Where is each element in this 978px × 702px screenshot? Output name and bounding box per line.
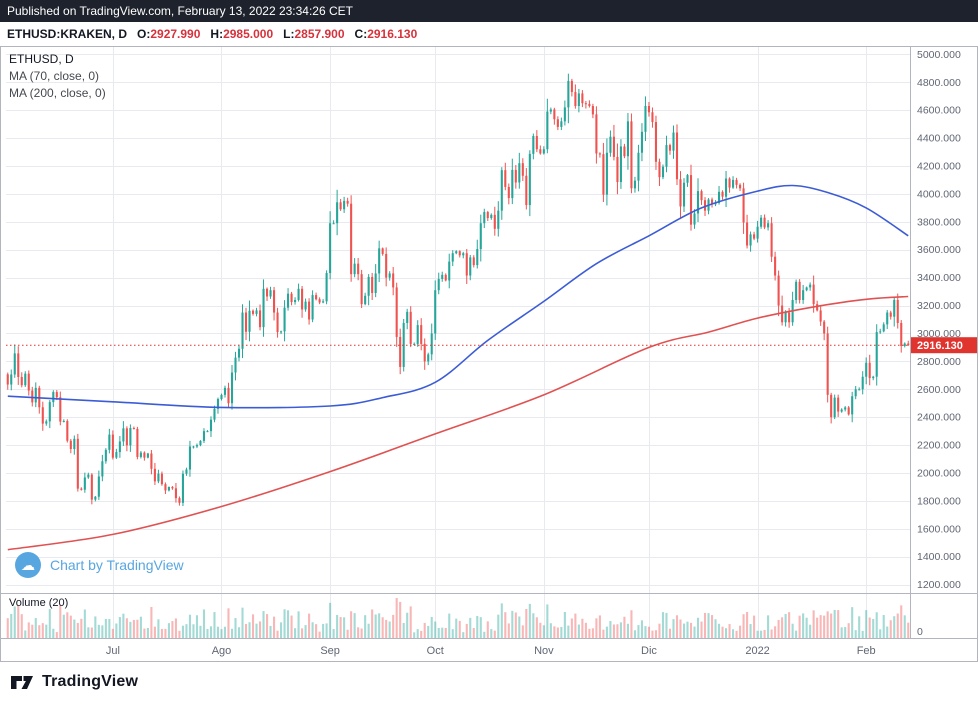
svg-text:1600.000: 1600.000 [917, 523, 961, 535]
svg-text:4800.000: 4800.000 [917, 77, 961, 89]
svg-text:2000.000: 2000.000 [917, 467, 961, 479]
gridlines [6, 46, 910, 638]
svg-text:2916.130: 2916.130 [917, 340, 963, 352]
svg-text:Feb: Feb [857, 645, 876, 657]
svg-text:Nov: Nov [534, 645, 554, 657]
ohlc-close-value: 2916.130 [367, 27, 418, 41]
ohlc-close-label: C: [354, 27, 368, 41]
published-text: Published on TradingView.com, February 1… [7, 4, 353, 18]
ohlc-open: O: 2927.990 [137, 27, 200, 41]
svg-text:3200.000: 3200.000 [917, 300, 961, 312]
tradingview-cloud-icon: ☁ [15, 552, 41, 578]
ohlc-low-label: L: [283, 27, 295, 41]
published-bar: Published on TradingView.com, February 1… [0, 0, 978, 22]
volume-bars [6, 598, 910, 638]
chart-area: 5000.000 4800.000 4600.000 4400.000 4200.000… [0, 46, 978, 662]
svg-text:3000.000: 3000.000 [917, 328, 961, 340]
footer: TradingView [0, 662, 978, 702]
ohlc-high: H: 2985.000 [210, 27, 273, 41]
chart-background [0, 46, 978, 662]
ma70-line [7, 184, 909, 409]
svg-text:2200.000: 2200.000 [917, 440, 961, 452]
svg-text:Ago: Ago [212, 645, 232, 657]
ohlc-high-value: 2985.000 [223, 27, 274, 41]
svg-text:1800.000: 1800.000 [917, 495, 961, 507]
svg-text:4400.000: 4400.000 [917, 133, 961, 145]
volume-indicator-label: Volume (20) [9, 597, 69, 609]
ohlc-close: C: 2916.130 [355, 27, 418, 41]
svg-text:Oct: Oct [427, 645, 444, 657]
ohlc-open-value: 2927.990 [150, 27, 201, 41]
price-chart: 5000.000 4800.000 4600.000 4400.000 4200.000… [0, 46, 978, 662]
ohlc-high-label: H: [210, 27, 224, 41]
symbol-info-bar: ETHUSD:KRAKEN, D O: 2927.990 H: 2985.000 L… [0, 22, 978, 46]
ohlc-open-label: O: [137, 27, 151, 41]
svg-text:3800.000: 3800.000 [917, 216, 961, 228]
svg-text:4000.000: 4000.000 [917, 188, 961, 200]
tradingview-brand[interactable]: TradingView [42, 673, 139, 690]
svg-text:Dic: Dic [641, 645, 657, 657]
svg-text:2400.000: 2400.000 [917, 412, 961, 424]
ma200-line [7, 295, 909, 551]
svg-text:0: 0 [917, 626, 923, 638]
last-price-label: 2916.130 [911, 337, 977, 354]
svg-text:2022: 2022 [745, 645, 769, 657]
watermark-text: Chart by TradingView [50, 557, 184, 573]
symbol-name: ETHUSD:KRAKEN, D [7, 27, 127, 41]
svg-text:5000.000: 5000.000 [917, 49, 961, 61]
svg-text:3400.000: 3400.000 [917, 272, 961, 284]
svg-text:4200.000: 4200.000 [917, 161, 961, 173]
ohlc-low: L: 2857.900 [283, 27, 344, 41]
svg-text:1400.000: 1400.000 [917, 551, 961, 563]
svg-text:4600.000: 4600.000 [917, 105, 961, 117]
svg-text:2600.000: 2600.000 [917, 384, 961, 396]
tradingview-logo-icon[interactable] [9, 669, 35, 695]
ohlc-low-value: 2857.900 [294, 27, 345, 41]
svg-text:3600.000: 3600.000 [917, 244, 961, 256]
svg-text:Sep: Sep [320, 645, 340, 657]
price-axis: 5000.000 4800.000 4600.000 4400.000 4200.000… [917, 49, 961, 638]
svg-text:1200.000: 1200.000 [917, 579, 961, 591]
tradingview-watermark-link[interactable]: ☁ Chart by TradingView [15, 552, 184, 578]
svg-text:Jul: Jul [106, 645, 120, 657]
svg-text:2800.000: 2800.000 [917, 356, 961, 368]
time-axis: Jul Ago Sep Oct Nov Dic 2022 Feb [106, 645, 876, 657]
